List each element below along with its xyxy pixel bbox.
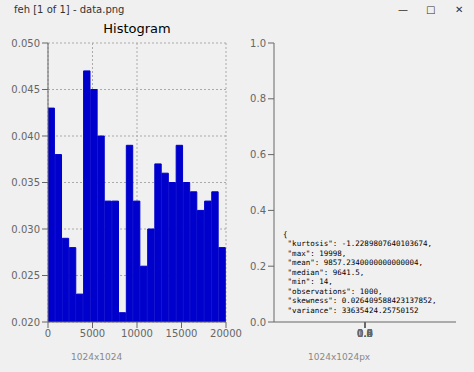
svg-text:1.0: 1.0 [357, 328, 373, 339]
svg-text:0.045: 0.045 [11, 84, 40, 95]
svg-text:0.8: 0.8 [357, 328, 373, 339]
svg-text:0.8: 0.8 [250, 93, 266, 104]
svg-text:1.0: 1.0 [250, 38, 266, 49]
svg-text:0.030: 0.030 [11, 224, 40, 235]
svg-text:0.2: 0.2 [250, 261, 266, 272]
html-text:Histogram: Histogram [103, 21, 171, 36]
svg-text:15000: 15000 [166, 328, 198, 339]
svg-text:0.025: 0.025 [11, 270, 40, 281]
svg-text:0.040: 0.040 [11, 131, 40, 142]
svg-text:0.6: 0.6 [357, 328, 373, 339]
svg-text:0.4: 0.4 [357, 328, 373, 339]
svg-text:0.0: 0.0 [250, 317, 266, 328]
svg-text:0: 0 [45, 328, 51, 339]
html-text:{ "kurtosis": -1.2289807640103: { "kurtosis": -1.2289807640103674, "max"… [283, 229, 437, 315]
svg-text:10000: 10000 [121, 328, 153, 339]
svg-text:0.2: 0.2 [357, 328, 373, 339]
html-text:feh [1 of 1] - data.png: feh [1 of 1] - data.png [14, 4, 125, 15]
svg-text:0.050: 0.050 [11, 38, 40, 49]
svg-text:0.020: 0.020 [11, 317, 40, 328]
svg-text:0.6: 0.6 [250, 149, 266, 160]
svg-text:20000: 20000 [210, 328, 242, 339]
svg-text:0.0: 0.0 [357, 328, 373, 339]
html-text:1024x1024px: 1024x1024px [308, 352, 371, 362]
svg-text:0.035: 0.035 [11, 177, 40, 188]
html-text:1024x1024: 1024x1024 [71, 352, 123, 362]
svg-text:0.4: 0.4 [250, 205, 266, 216]
svg-text:5000: 5000 [80, 328, 105, 339]
